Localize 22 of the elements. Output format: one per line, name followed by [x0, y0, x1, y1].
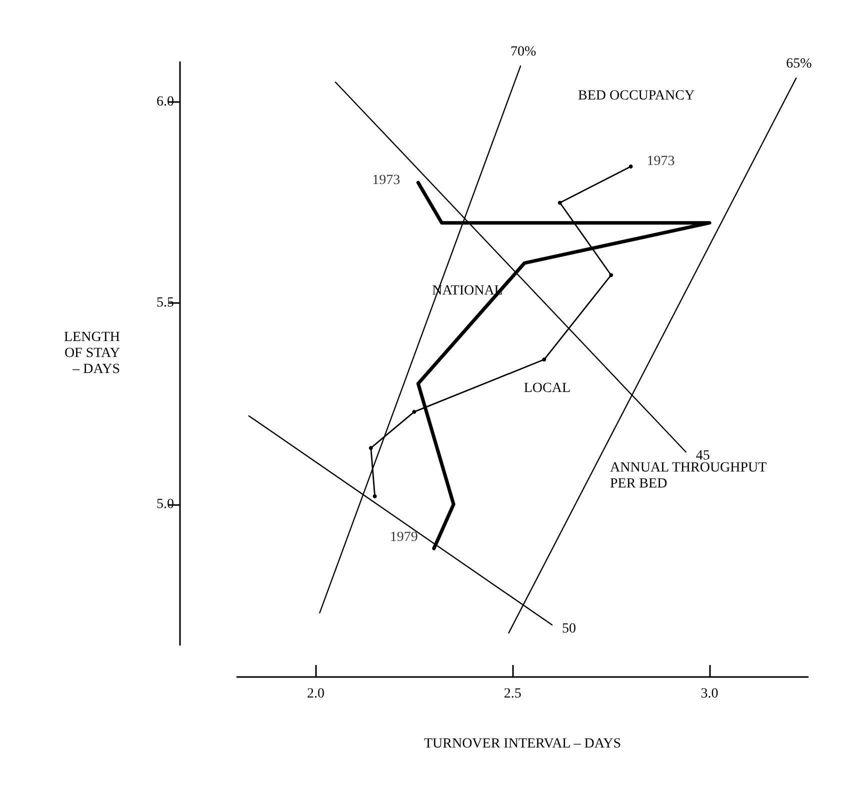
x-axis-title: TURNOVER INTERVAL – DAYS [424, 736, 622, 752]
annotation: BED OCCUPANCY [578, 88, 695, 104]
point [542, 358, 546, 362]
point [412, 410, 416, 414]
point [609, 273, 614, 278]
series-label: 50 [562, 621, 576, 636]
series-label: 70% [510, 44, 537, 60]
annotation: 1973 [646, 154, 675, 170]
point [628, 164, 633, 169]
series-label: 65% [786, 56, 812, 72]
series-label: LOCAL [524, 381, 570, 396]
y-axis-title: LENGTH OF STAY – DAYS [64, 330, 120, 377]
annotation: 1973 [372, 173, 400, 188]
point [372, 494, 377, 498]
x-tick-label: 2.5 [504, 686, 522, 702]
point [558, 200, 562, 205]
annotation: 1979 [390, 530, 418, 546]
point [368, 446, 373, 450]
x-tick-label: 2.0 [307, 686, 325, 702]
annotation: ANNUAL THROUGHPUT PER BED [610, 460, 768, 492]
x-tick-label: 3.0 [700, 686, 718, 702]
y-tick-label: 5.5 [156, 296, 174, 311]
